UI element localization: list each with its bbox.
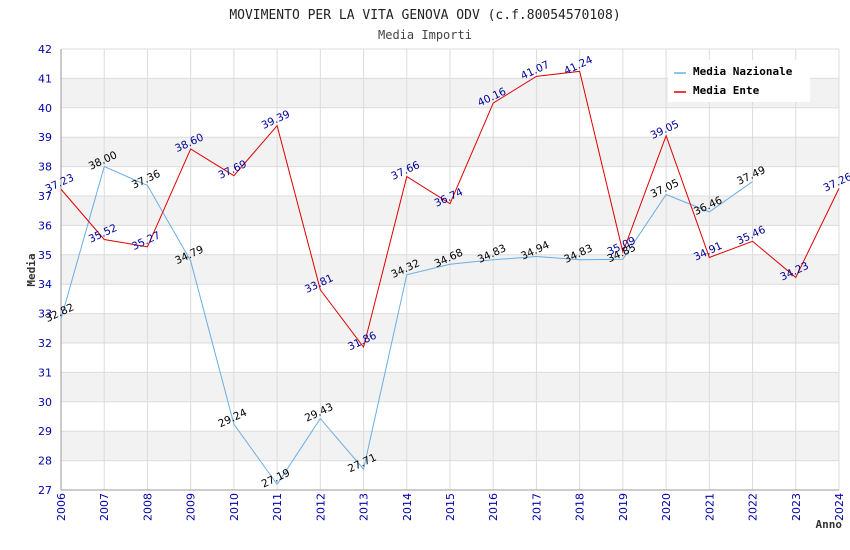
x-tick-label: 2018: [574, 493, 587, 521]
x-tick-label: 2009: [185, 493, 198, 521]
y-tick-label: 35: [38, 249, 52, 262]
y-tick-label: 31: [38, 366, 52, 379]
x-tick-label: 2024: [833, 493, 846, 521]
x-tick-label: 2015: [444, 493, 457, 521]
x-tick-label: 2014: [401, 493, 414, 521]
y-tick-label: 39: [38, 131, 52, 144]
x-tick-labels: 2006 2007 2008 2009 2010 2011 2012 2013 2014 2015…: [55, 493, 846, 521]
x-tick-label: 2020: [660, 493, 673, 521]
chart-subtitle: Media Importi: [378, 28, 472, 42]
x-tick-label: 2017: [530, 493, 543, 521]
y-tick-label: 40: [38, 102, 52, 115]
x-tick-label: 2008: [141, 493, 154, 521]
data-label-ente: 37.26: [822, 171, 850, 195]
legend-box: [668, 60, 810, 102]
data-label-ente: 37.23: [44, 172, 76, 196]
y-tick-label: 32: [38, 337, 52, 350]
y-tick-labels: 27 28 29 30 31 32 33 34 35 36 37 38 39 40 41 42: [38, 43, 52, 497]
data-label-nazionale: 37.36: [130, 168, 163, 192]
chart-title: MOVIMENTO PER LA VITA GENOVA ODV (c.f.80…: [229, 8, 620, 23]
x-tick-label: 2023: [790, 493, 803, 521]
data-label-ente: 35.27: [130, 229, 162, 253]
y-tick-label: 28: [38, 455, 52, 468]
x-tick-label: 2011: [271, 493, 284, 521]
y-tick-label: 34: [38, 278, 52, 291]
x-tick-label: 2010: [228, 493, 241, 521]
y-tick-label: 42: [38, 43, 52, 56]
data-label-ente: 41.24: [562, 54, 595, 78]
series-line-nazionale: [60, 165, 753, 486]
x-axis-label: Anno: [816, 518, 843, 531]
x-tick-label: 2013: [358, 493, 371, 521]
y-tick-label: 33: [38, 308, 52, 321]
y-axis-label: Media: [25, 253, 38, 286]
y-tick-label: 37: [38, 190, 52, 203]
x-tick-label: 2007: [98, 493, 111, 521]
legend: Media Nazionale Media Ente: [668, 60, 810, 102]
y-tick-label: 38: [38, 161, 52, 174]
x-tick-label: 2016: [487, 493, 500, 521]
data-label-nazionale: 27.19: [260, 467, 292, 491]
data-label-nazionale: 29.24: [216, 407, 249, 431]
series-lines: [60, 70, 840, 486]
data-label-ente: 39.39: [260, 108, 292, 132]
y-tick-label: 29: [38, 425, 52, 438]
axes: [60, 49, 839, 491]
x-tick-label: 2019: [617, 493, 630, 521]
x-tick-label: 2021: [703, 493, 716, 521]
data-label-ente: 35.46: [735, 224, 768, 248]
data-label-nazionale: 37.49: [735, 164, 767, 188]
y-tick-label: 41: [38, 72, 52, 85]
legend-label-nazionale: Media Nazionale: [693, 65, 793, 78]
y-tick-label: 27: [38, 484, 52, 497]
y-tick-label: 36: [38, 219, 52, 232]
x-tick-label: 2012: [314, 493, 327, 521]
legend-label-ente: Media Ente: [693, 84, 760, 97]
series-line-ente: [60, 70, 840, 349]
y-tick-label: 30: [38, 396, 52, 409]
x-tick-label: 2022: [747, 493, 760, 521]
x-tick-label: 2006: [55, 493, 68, 521]
